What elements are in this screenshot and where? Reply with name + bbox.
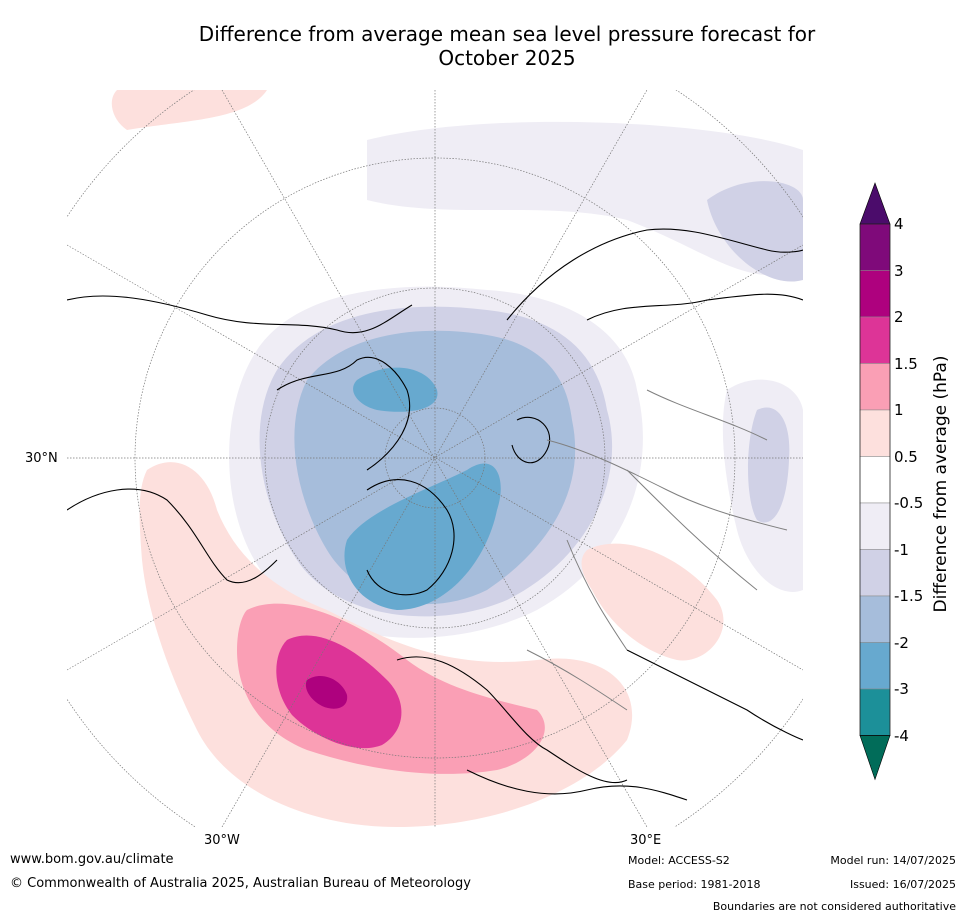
colorbar-title: Difference from average (hPa) <box>931 355 951 613</box>
colorbar-tick-label: -1 <box>894 540 909 559</box>
colorbar-tick-label: -2 <box>894 633 909 652</box>
colorbar-tick-label: -4 <box>894 726 909 745</box>
footer-model: Model: ACCESS-S2 <box>628 854 730 867</box>
colorbar-tick-label: 3 <box>894 261 904 280</box>
colorbar-segment <box>859 316 891 364</box>
colorbar-segment <box>859 688 891 736</box>
anomaly-minus-0_5-outer <box>367 121 803 276</box>
country-boundaries <box>526 389 788 711</box>
colorbar-segment <box>859 502 891 550</box>
colorbar-segment <box>859 270 891 318</box>
title-line-1: Difference from average mean sea level p… <box>198 22 816 46</box>
map-title: Difference from average mean sea level p… <box>0 22 965 70</box>
colorbar-tick-label: 1.5 <box>894 354 918 373</box>
lon-label-30w: 30°W <box>204 833 240 848</box>
colorbar-segment <box>859 223 891 271</box>
graticule <box>67 90 803 827</box>
anomaly-minus-0_5-east <box>707 181 803 282</box>
anomaly-plus-0_5-pacific <box>111 90 267 130</box>
footer-url: www.bom.gov.au/climate <box>10 852 174 867</box>
colorbar-tick-label: -1.5 <box>894 587 924 605</box>
footer-model-run: Model run: 14/07/2025 <box>830 854 956 867</box>
colorbar-extend-high <box>859 182 891 225</box>
colorbar-tick-label: 0.5 <box>894 447 918 466</box>
colorbar-tick-label: 4 <box>894 215 904 233</box>
colorbar-extend-low <box>859 735 891 781</box>
footer-issued: Issued: 16/07/2025 <box>849 878 956 891</box>
colorbar-segment <box>859 595 891 643</box>
pressure-anomaly-map <box>67 90 803 827</box>
colorbar-tick-label: -0.5 <box>894 494 924 512</box>
colorbar-tick-label: 1 <box>894 401 904 419</box>
colorbar-segment <box>859 642 891 690</box>
colorbar-tick-label: -3 <box>894 680 909 698</box>
title-line-2: October 2025 <box>438 46 576 70</box>
colorbar <box>859 182 891 781</box>
colorbar-segment <box>859 363 891 411</box>
anomaly-plus-2 <box>305 675 348 709</box>
lon-label-30e: 30°E <box>630 833 662 848</box>
footer-copyright: © Commonwealth of Australia 2025, Austra… <box>10 876 471 891</box>
colorbar-outline <box>859 223 891 736</box>
anomaly-minus-2-a <box>353 367 438 412</box>
anomaly-plus-0_5-europe <box>581 543 724 661</box>
colorbar-tick-label: 2 <box>894 308 904 326</box>
coastlines <box>67 228 803 801</box>
colorbar-segment <box>859 456 891 504</box>
footer-disclaimer: Boundaries are not considered authoritat… <box>712 900 956 913</box>
lat-label-30n: 30°N <box>25 451 58 466</box>
colorbar-segment <box>859 409 891 457</box>
anomaly-minus-2-b <box>344 463 501 610</box>
footer-base-period: Base period: 1981-2018 <box>628 878 761 891</box>
colorbar-segment <box>859 549 891 597</box>
